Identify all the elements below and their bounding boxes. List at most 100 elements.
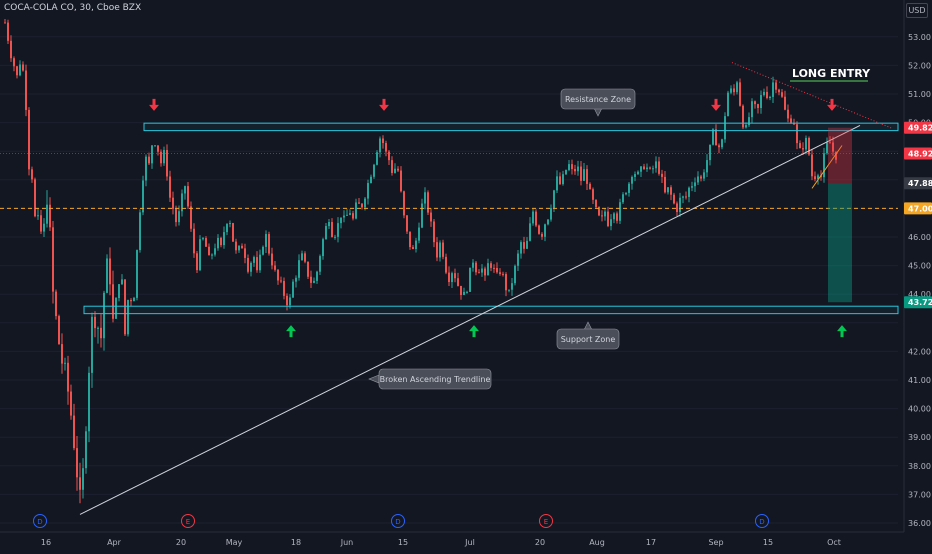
candle-body bbox=[55, 291, 57, 317]
candle-body bbox=[325, 226, 327, 240]
y-tick-label: 46.00 bbox=[908, 233, 931, 242]
candle-body bbox=[355, 202, 357, 219]
arrow-down-icon bbox=[149, 98, 159, 111]
candle-body bbox=[712, 129, 714, 145]
candle-body bbox=[34, 179, 36, 217]
candle-body bbox=[823, 153, 825, 178]
candle-body bbox=[475, 262, 477, 273]
candle-body bbox=[412, 247, 414, 250]
candle-body bbox=[43, 223, 45, 232]
price-label: 43.72 bbox=[904, 296, 932, 309]
candle-body bbox=[385, 143, 387, 152]
arrow-down-icon bbox=[711, 98, 721, 111]
candle-body bbox=[610, 219, 612, 227]
candle-body bbox=[157, 145, 159, 152]
candles-group bbox=[4, 18, 837, 504]
price-label: 47.88 bbox=[904, 177, 932, 190]
price-label-bg bbox=[904, 296, 932, 309]
candle-body bbox=[805, 137, 807, 150]
candle-body bbox=[175, 208, 177, 223]
candle-body bbox=[817, 175, 819, 180]
candle-body bbox=[280, 280, 282, 282]
candle-body bbox=[283, 280, 285, 296]
candle-body bbox=[274, 265, 276, 270]
candle-body bbox=[832, 142, 834, 152]
price-label-text: 47.00 bbox=[908, 204, 932, 213]
candle-body bbox=[130, 300, 132, 302]
candle-body bbox=[109, 258, 111, 285]
candle-body bbox=[613, 213, 615, 220]
arrow-up-icon bbox=[286, 325, 296, 338]
candle-body bbox=[715, 129, 717, 146]
candle-body bbox=[544, 224, 546, 237]
trendline-label: Broken Ascending Trendline bbox=[380, 375, 491, 384]
ascending-trendline bbox=[79, 125, 861, 515]
candle-body bbox=[667, 187, 669, 193]
candle-body bbox=[37, 215, 39, 217]
x-tick-label: Sep bbox=[708, 538, 723, 547]
candle-body bbox=[634, 174, 636, 177]
candle-body bbox=[496, 268, 498, 273]
candle-body bbox=[115, 298, 117, 319]
candle-body bbox=[691, 186, 693, 188]
candle-body bbox=[358, 202, 360, 204]
event-marker-circle bbox=[33, 514, 47, 528]
candle-body bbox=[256, 257, 258, 271]
candle-body bbox=[463, 291, 465, 296]
candle-body bbox=[706, 160, 708, 173]
candle-body bbox=[28, 109, 30, 170]
candle-body bbox=[232, 223, 234, 242]
candle-body bbox=[46, 204, 48, 224]
candle-body bbox=[106, 258, 108, 293]
candle-body bbox=[148, 156, 150, 164]
trendline-box bbox=[378, 368, 492, 390]
candle-body bbox=[286, 295, 288, 306]
event-marker-label: D bbox=[759, 518, 764, 526]
candle-body bbox=[814, 176, 816, 180]
candle-body bbox=[331, 222, 333, 237]
candle-body bbox=[700, 176, 702, 179]
trendline-pointer bbox=[368, 374, 380, 384]
currency-button[interactable]: USD bbox=[906, 3, 928, 18]
candle-body bbox=[268, 234, 270, 254]
y-tick-label: 42.00 bbox=[908, 347, 931, 356]
candle-body bbox=[289, 297, 291, 306]
candle-body bbox=[193, 228, 195, 254]
price-label-text: 48.92 bbox=[908, 149, 932, 158]
chart-title: COCA-COLA CO, 30, Cboe BZX bbox=[4, 3, 142, 13]
candle-body bbox=[709, 144, 711, 161]
y-tick-label: 40.00 bbox=[908, 405, 931, 414]
candle-body bbox=[427, 192, 429, 213]
candle-body bbox=[235, 241, 237, 251]
x-tick-label: May bbox=[226, 538, 243, 547]
candle-body bbox=[508, 289, 510, 291]
candle-body bbox=[337, 223, 339, 237]
trendline-callout: Broken Ascending Trendline bbox=[368, 368, 492, 390]
support-zone-callout: Support Zone bbox=[556, 321, 620, 350]
candle-body bbox=[724, 116, 726, 140]
candle-body bbox=[631, 176, 633, 184]
candle-body bbox=[151, 145, 153, 164]
candle-body bbox=[457, 278, 459, 286]
candle-body bbox=[22, 64, 24, 71]
y-tick-label: 41.00 bbox=[908, 376, 931, 385]
candle-body bbox=[13, 58, 15, 67]
wedge-line bbox=[811, 145, 843, 189]
candle-body bbox=[748, 117, 750, 126]
candle-body bbox=[532, 211, 534, 224]
candle-body bbox=[811, 154, 813, 177]
candle-body bbox=[487, 263, 489, 276]
candle-body bbox=[253, 257, 255, 263]
candle-body bbox=[91, 316, 93, 373]
candle-body bbox=[376, 152, 378, 165]
x-tick-label: Jun bbox=[340, 538, 354, 547]
candle-body bbox=[658, 161, 660, 174]
candle-body bbox=[208, 246, 210, 256]
candle-body bbox=[550, 208, 552, 220]
price-label-text: 43.72 bbox=[908, 298, 932, 307]
candle-body bbox=[112, 284, 114, 319]
candle-body bbox=[394, 168, 396, 173]
candle-body bbox=[592, 189, 594, 200]
candle-body bbox=[490, 263, 492, 268]
